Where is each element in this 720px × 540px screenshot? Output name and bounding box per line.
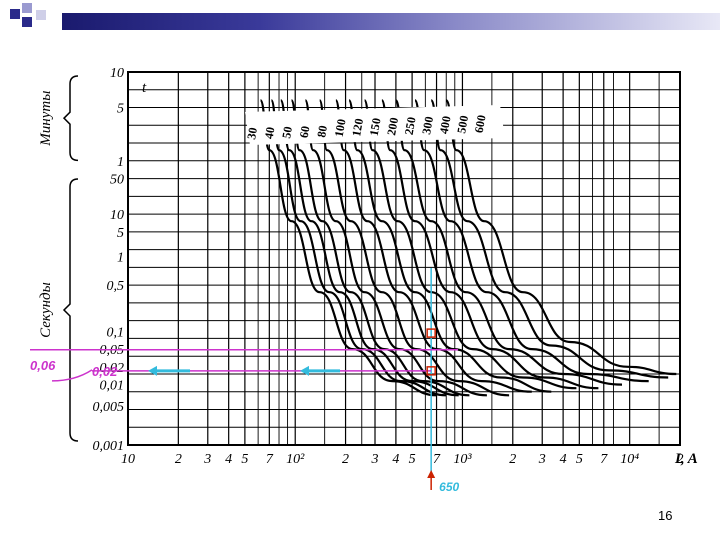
y-group-label: Секунды [38,282,54,338]
series-label: 40 [262,126,278,140]
curve-arrow [51,369,93,382]
x-tick-label: 10⁴ [620,452,639,467]
intersection-marker [426,366,436,376]
y-tick-label: 0,5 [107,279,125,294]
series-label: 300 [419,115,436,135]
series-labels: 30 40 50 60 80 100 120 150 200 250 300 400 500 600 [244,105,505,145]
y-tick-label: 0,02 [100,361,125,376]
x-tick-label: 7 [433,452,441,467]
series-label: 50 [279,125,295,139]
x-tick-label: 2 [342,452,349,467]
x-tick-label: 7 [266,452,274,467]
x-axis-label: I, A [674,451,698,467]
curve-50 [279,99,459,397]
y-tick-label: 0,005 [93,400,125,415]
y-tick-label: 0,01 [100,379,125,394]
y-group-label: Минуты [38,91,54,147]
current-value-label: 650 [439,480,459,494]
header-square-icon [36,10,46,20]
y-tick-label: 5 [117,102,124,117]
header-square-icon [10,9,20,19]
time-label: 0,02 [92,364,118,379]
page-number: 16 [658,508,673,523]
series-label: 80 [314,124,330,138]
curve-600 [445,99,677,376]
x-tick-label: 3 [203,452,211,467]
y-tick-label: 0,05 [100,343,125,358]
curve-500 [430,99,669,379]
curve-250 [380,99,599,390]
x-tick-label: 5 [409,452,416,467]
x-tick-label: 3 [371,452,379,467]
curve-40 [270,99,447,397]
y-tick-label: 1 [117,155,124,170]
y-group-bracket [62,178,79,442]
x-tick-label: 10 [121,452,135,467]
series-label: 100 [332,118,349,138]
series-label: 150 [367,117,384,137]
series-label: 200 [384,116,401,136]
x-tick-label: 2 [509,452,516,467]
y-group-bracket [62,75,79,162]
y-tick-label: 0,1 [107,325,125,340]
curve-100 [318,99,510,397]
intersection-marker [426,328,436,338]
x-tick-label: 10² [286,452,305,467]
y-tick-label: 5 [117,226,124,241]
curve-30 [259,99,437,397]
series-label: 30 [244,126,260,140]
header-square-icon [22,17,32,27]
series-label: 250 [402,116,419,136]
series-label-band [245,105,505,145]
arrow-left-icon [300,365,309,376]
y-tick-label: 10 [110,208,124,223]
chart-curves [259,99,677,397]
series-label: 400 [437,115,454,135]
x-tick-label: 7 [600,452,608,467]
curve-150 [348,99,552,393]
x-tick-label: 4 [392,452,399,467]
curve-120 [334,99,532,393]
x-axis-ticks: 10 2 3 4 5 7 10² 2 3 4 5 7 10³ 2 3 4 5 7 10⁴ 2 [121,452,684,467]
y-tick-label: 50 [110,173,124,188]
y-axis-groups: Минуты Секунды [38,75,79,442]
x-tick-label: 10³ [453,452,472,467]
arrow-left-icon [148,365,157,376]
y-tick-label: 0,001 [93,439,125,454]
y-tick-label: 10 [110,66,124,81]
series-label: 120 [349,117,366,137]
arrow-up-icon [427,470,436,478]
curve-400 [413,99,649,383]
x-tick-label: 2 [175,452,182,467]
x-tick-label: 4 [560,452,567,467]
annotation-overlay: 650 0,06 0,02 [30,268,460,494]
curve-300 [394,99,623,386]
series-label: 500 [454,114,471,134]
curve-60 [290,99,470,397]
time-label: 0,06 [30,358,56,373]
series-label: 600 [472,114,489,134]
header-gradient-bar [62,13,720,30]
y-tick-label: 1 [117,251,124,266]
x-tick-label: 5 [576,452,583,467]
x-tick-label: 5 [241,452,248,467]
x-tick-label: 2 [677,452,684,467]
curve-80 [304,99,487,397]
x-tick-label: 3 [538,452,546,467]
y-axis-label: t [142,80,147,96]
header-square-icon [22,3,32,13]
x-tick-label: 4 [225,452,232,467]
series-label: 60 [297,125,313,139]
slide-header [0,0,720,40]
